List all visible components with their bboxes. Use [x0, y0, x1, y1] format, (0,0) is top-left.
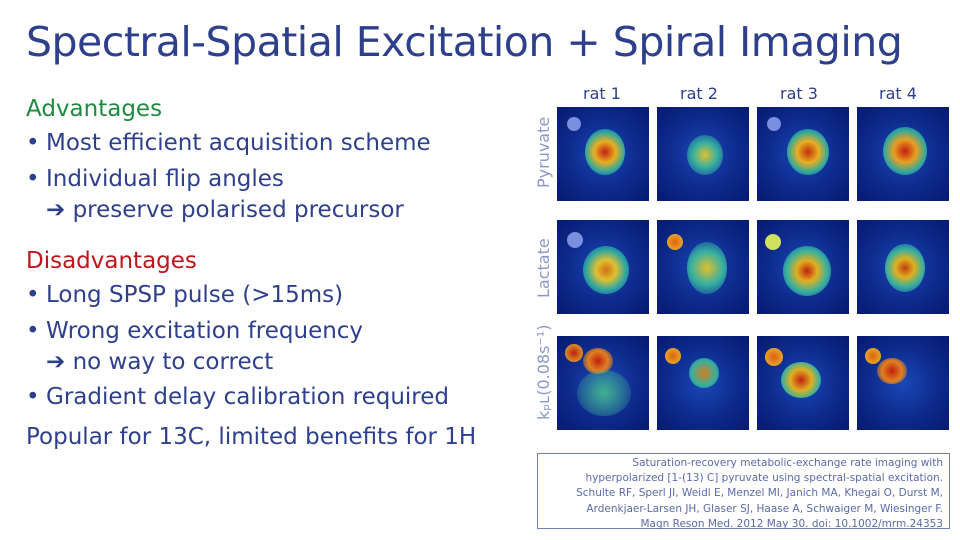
advantage-text: Most efficient acquisition scheme: [46, 130, 431, 156]
disadvantage-item: • Gradient delay calibration required: [26, 382, 526, 412]
figure-column-labels: rat 1 rat 2 rat 3 rat 4: [556, 84, 956, 108]
row-label-pyruvate: Pyruvate: [534, 116, 553, 188]
image-tile: [657, 336, 749, 430]
image-tile: [557, 220, 649, 314]
text-column: Advantages • Most efficient acquisition …: [26, 96, 526, 450]
bullet-icon: •: [26, 318, 40, 344]
disadvantage-text: Long SPSP pulse (>15ms): [46, 282, 344, 308]
image-tile: [657, 107, 749, 201]
disadvantages-heading: Disadvantages: [26, 248, 197, 274]
image-tile: [657, 220, 749, 314]
advantage-item: • Individual flip angles: [26, 164, 526, 194]
image-tile: [857, 220, 949, 314]
disadvantage-item: • Wrong excitation frequency: [26, 316, 526, 346]
image-tile: [857, 336, 949, 430]
image-tile: [757, 336, 849, 430]
reference-line: Saturation-recovery metabolic-exchange r…: [632, 457, 943, 469]
image-tile: [557, 336, 649, 430]
column-label: rat 4: [879, 84, 917, 103]
advantage-item: • Most efficient acquisition scheme: [26, 128, 526, 158]
reference-line: Schulte RF, Sperl JI, Weidl E, Menzel MI…: [576, 487, 943, 500]
image-tile: [757, 107, 849, 201]
advantages-heading: Advantages: [26, 96, 163, 122]
image-tile: [757, 220, 849, 314]
reference-line: Ardenkjaer-Larsen JH, Glaser SJ, Haase A…: [586, 502, 943, 515]
image-tile: [557, 107, 649, 201]
column-label: rat 1: [583, 84, 621, 103]
bullet-icon: •: [26, 130, 40, 156]
row-label-kpl: kₚʟ(0.08s⁻¹): [534, 324, 553, 420]
disadvantage-item: • Long SPSP pulse (>15ms): [26, 280, 526, 310]
reference-box: Saturation-recovery metabolic-exchange r…: [537, 453, 950, 530]
advantage-subpoint: ➔ preserve polarised precursor: [46, 197, 404, 223]
reference-line: hyperpolarized [1-(13) C] pyruvate using…: [585, 472, 943, 485]
conclusion-text: Popular for 13C, limited benefits for 1H: [26, 424, 477, 450]
slide-title: Spectral-Spatial Excitation + Spiral Ima…: [26, 18, 903, 66]
disadvantage-text: Gradient delay calibration required: [46, 384, 449, 410]
column-label: rat 2: [680, 84, 718, 103]
reference-line: Magn Reson Med. 2012 May 30. doi: 10.100…: [640, 517, 944, 530]
column-label: rat 3: [780, 84, 818, 103]
row-label-lactate: Lactate: [534, 238, 553, 298]
bullet-icon: •: [26, 282, 40, 308]
bullet-icon: •: [26, 384, 40, 410]
disadvantage-text: Wrong excitation frequency: [46, 318, 364, 344]
advantage-text: Individual flip angles: [46, 166, 284, 192]
image-tile: [857, 107, 949, 201]
disadvantage-subpoint: ➔ no way to correct: [46, 349, 274, 375]
bullet-icon: •: [26, 166, 40, 192]
